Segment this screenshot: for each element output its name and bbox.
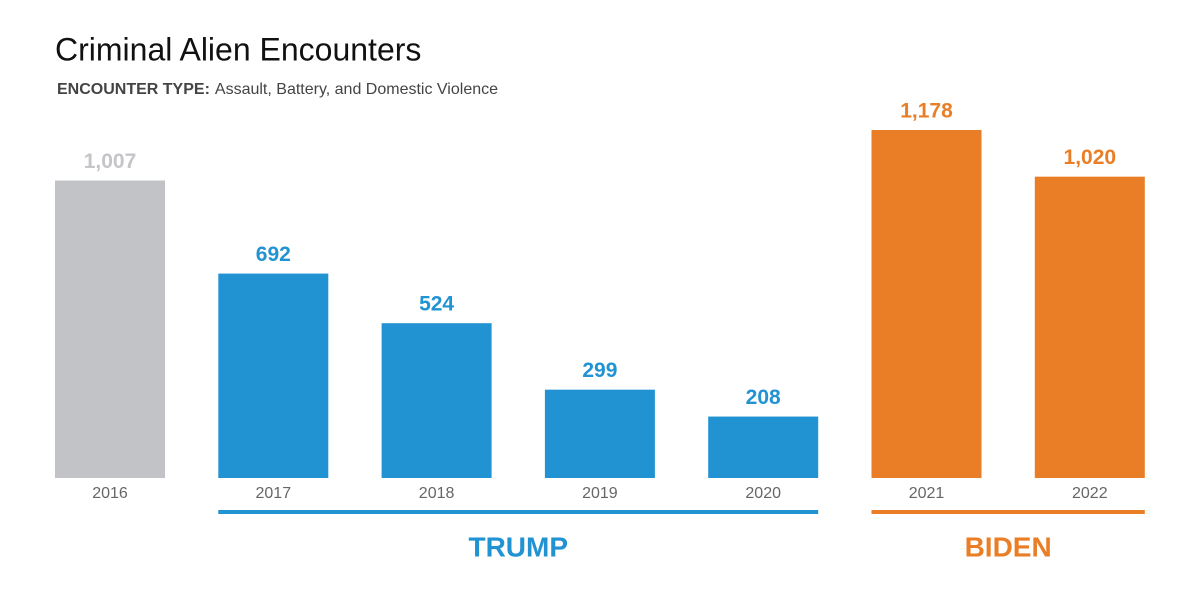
x-tick-label: 2017 [256, 485, 292, 502]
subtitle-label: ENCOUNTER TYPE: [57, 81, 210, 98]
x-tick-label: 2019 [582, 485, 618, 502]
value-label: 1,020 [1064, 146, 1117, 169]
group-label: TRUMP [468, 531, 568, 562]
bar [218, 273, 329, 478]
bar [708, 416, 819, 478]
value-label: 1,007 [84, 150, 137, 173]
bar [55, 180, 165, 479]
x-tick-label: 2016 [92, 485, 128, 502]
x-tick-label: 2018 [419, 485, 455, 502]
x-tick-label: 2020 [745, 485, 781, 502]
x-tick-label: 2022 [1072, 485, 1108, 502]
value-label: 524 [419, 293, 454, 316]
group-underline [871, 510, 1145, 514]
bar [381, 323, 492, 478]
bar [871, 130, 982, 478]
chart-subtitle: ENCOUNTER TYPE: Assault, Battery, and Dom… [57, 81, 498, 98]
x-tick-label: 2021 [909, 485, 945, 502]
value-label: 692 [256, 243, 291, 266]
group-label: BIDEN [965, 531, 1052, 562]
value-label: 299 [582, 359, 617, 382]
subtitle-text: Assault, Battery, and Domestic Violence [215, 81, 498, 98]
bar [544, 389, 655, 478]
value-label: 208 [746, 386, 781, 409]
group-underline [218, 510, 819, 514]
value-label: 1,178 [900, 100, 953, 123]
chart-title: Criminal Alien Encounters [55, 31, 421, 67]
bar [1034, 176, 1145, 478]
